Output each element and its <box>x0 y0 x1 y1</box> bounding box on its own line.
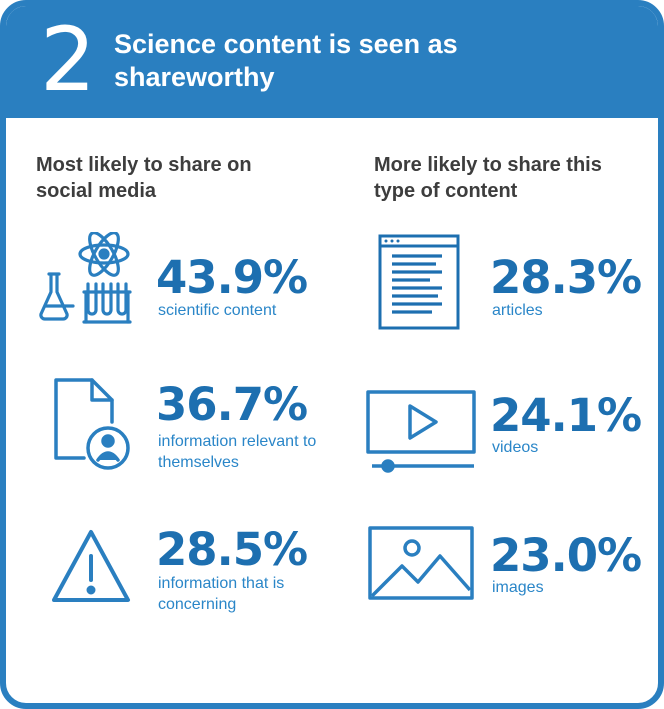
stat-value-scientific: 43.9% <box>156 251 308 304</box>
stat-label-videos: videos <box>492 439 539 456</box>
stat-value-relevant: 36.7% <box>156 378 308 431</box>
article-icon <box>378 234 460 330</box>
stat-value-images: 23.0% <box>490 529 642 582</box>
left-column-heading: Most likely to share on social media <box>36 154 252 202</box>
section-title: Science content is seen as shareworthy <box>114 29 458 92</box>
science-icon <box>36 232 136 327</box>
video-player-icon <box>366 390 478 474</box>
section-number: 2 <box>40 8 96 111</box>
personal-document-icon <box>50 376 140 476</box>
header-banner: 2 Science content is seen as shareworthy <box>6 6 658 118</box>
right-column-heading: More likely to share this type of conten… <box>374 154 602 202</box>
stat-value-videos: 24.1% <box>490 389 642 442</box>
stat-value-concerning: 28.5% <box>156 523 308 576</box>
stat-label-concerning: information that is concerning <box>158 575 285 613</box>
stat-label-relevant: information relevant to themselves <box>158 433 317 471</box>
stat-label-scientific: scientific content <box>158 302 277 319</box>
stat-label-articles: articles <box>492 302 543 319</box>
warning-icon <box>48 526 134 606</box>
stat-label-images: images <box>492 579 544 596</box>
stat-value-articles: 28.3% <box>490 251 642 304</box>
image-icon <box>368 526 474 600</box>
